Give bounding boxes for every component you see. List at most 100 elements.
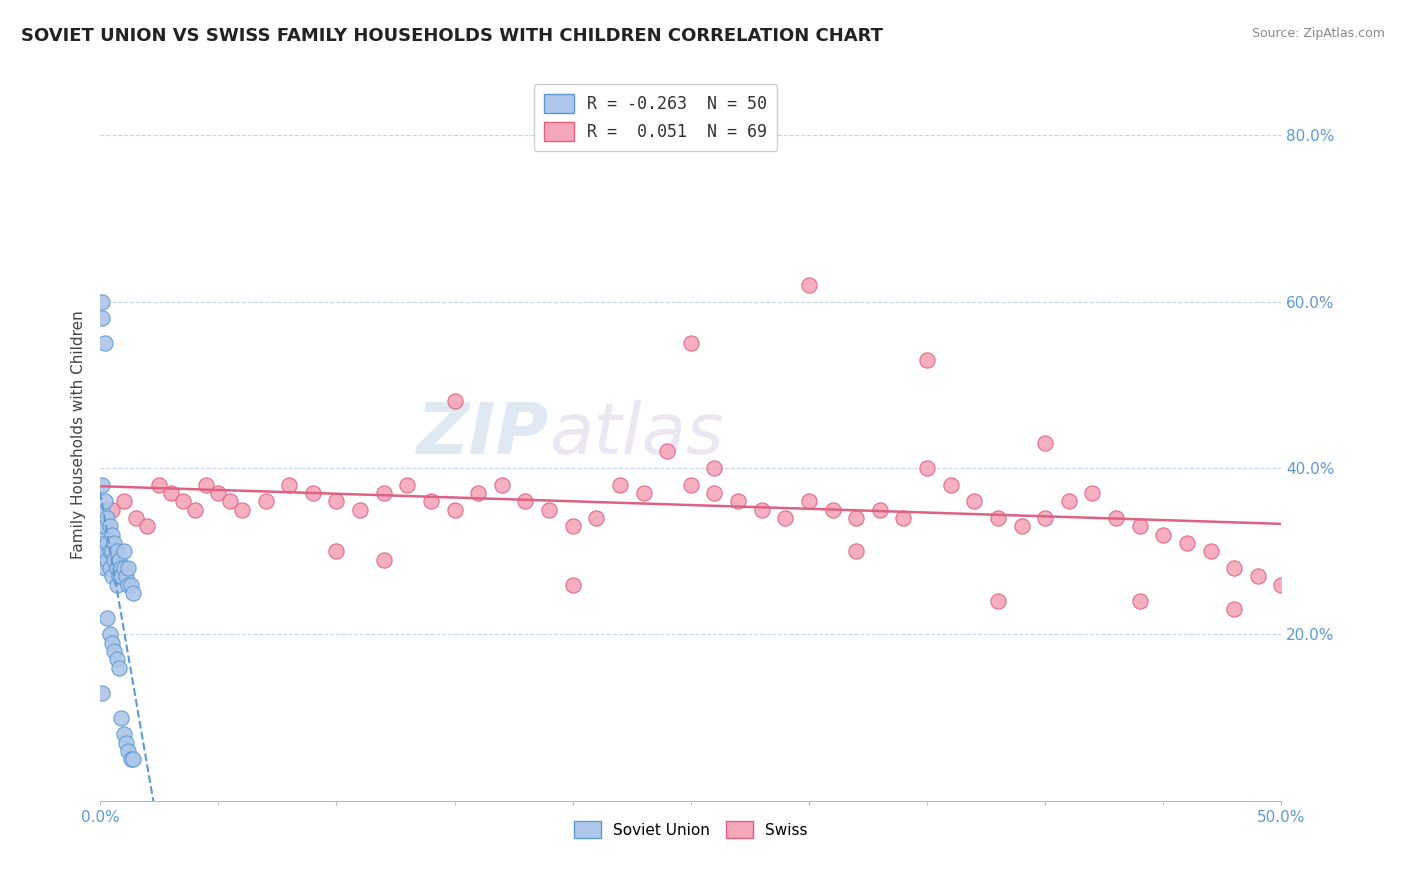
Text: ZIP: ZIP xyxy=(416,401,548,469)
Point xyxy=(124,511,146,525)
Point xyxy=(105,561,128,575)
Point xyxy=(915,461,938,475)
Point xyxy=(96,511,118,525)
Point xyxy=(94,519,117,533)
Point xyxy=(633,486,655,500)
Point xyxy=(160,486,183,500)
Point xyxy=(108,552,131,566)
Point xyxy=(655,444,678,458)
Point xyxy=(101,527,124,541)
Point xyxy=(797,277,820,292)
Point xyxy=(91,502,114,516)
Point xyxy=(325,544,347,558)
Point xyxy=(939,477,962,491)
Point xyxy=(195,477,218,491)
Point xyxy=(396,477,419,491)
Point xyxy=(1033,436,1056,450)
Point xyxy=(98,627,121,641)
Point xyxy=(117,561,139,575)
Point xyxy=(373,486,395,500)
Point xyxy=(1199,544,1222,558)
Point xyxy=(183,502,205,516)
Point xyxy=(443,502,465,516)
Point xyxy=(115,569,138,583)
Point xyxy=(301,486,323,500)
Point xyxy=(120,752,142,766)
Point xyxy=(91,311,114,326)
Point xyxy=(278,477,301,491)
Point xyxy=(1129,519,1152,533)
Point xyxy=(679,336,702,351)
Point xyxy=(136,519,159,533)
Point xyxy=(94,336,117,351)
Point xyxy=(561,519,583,533)
Point xyxy=(987,594,1010,608)
Point xyxy=(91,552,114,566)
Point xyxy=(112,727,135,741)
Text: SOVIET UNION VS SWISS FAMILY HOUSEHOLDS WITH CHILDREN CORRELATION CHART: SOVIET UNION VS SWISS FAMILY HOUSEHOLDS … xyxy=(21,27,883,45)
Point xyxy=(120,577,142,591)
Point xyxy=(254,494,277,508)
Point xyxy=(893,511,915,525)
Point xyxy=(845,544,868,558)
Point xyxy=(110,561,132,575)
Point xyxy=(98,544,121,558)
Point xyxy=(172,494,194,508)
Point xyxy=(115,736,138,750)
Point xyxy=(467,486,489,500)
Y-axis label: Family Households with Children: Family Households with Children xyxy=(72,310,86,559)
Point xyxy=(325,494,347,508)
Point xyxy=(103,644,125,658)
Point xyxy=(117,577,139,591)
Point xyxy=(219,494,242,508)
Point xyxy=(491,477,513,491)
Point xyxy=(91,477,114,491)
Point xyxy=(122,586,145,600)
Point xyxy=(963,494,986,508)
Point xyxy=(103,536,125,550)
Point xyxy=(91,519,114,533)
Point xyxy=(110,711,132,725)
Point xyxy=(845,511,868,525)
Point xyxy=(91,686,114,700)
Point xyxy=(1270,577,1292,591)
Point xyxy=(609,477,631,491)
Point xyxy=(703,461,725,475)
Point xyxy=(1247,569,1270,583)
Point xyxy=(1011,519,1033,533)
Point xyxy=(112,544,135,558)
Point xyxy=(373,552,395,566)
Point xyxy=(727,494,749,508)
Point xyxy=(94,494,117,508)
Point xyxy=(96,611,118,625)
Point xyxy=(515,494,537,508)
Point xyxy=(1057,494,1080,508)
Point xyxy=(105,544,128,558)
Point xyxy=(797,494,820,508)
Point xyxy=(1223,602,1246,616)
Point xyxy=(105,577,128,591)
Point xyxy=(869,502,891,516)
Point xyxy=(1033,511,1056,525)
Point xyxy=(1129,594,1152,608)
Point xyxy=(915,352,938,367)
Point xyxy=(108,661,131,675)
Point xyxy=(751,502,773,516)
Point xyxy=(101,569,124,583)
Point xyxy=(110,569,132,583)
Point xyxy=(98,561,121,575)
Point xyxy=(91,294,114,309)
Point xyxy=(101,544,124,558)
Point xyxy=(108,569,131,583)
Point xyxy=(98,519,121,533)
Point xyxy=(96,536,118,550)
Point xyxy=(1105,511,1128,525)
Point xyxy=(112,561,135,575)
Point xyxy=(231,502,253,516)
Point xyxy=(1081,486,1104,500)
Point xyxy=(775,511,797,525)
Point xyxy=(117,744,139,758)
Point xyxy=(122,752,145,766)
Point xyxy=(821,502,844,516)
Point xyxy=(105,652,128,666)
